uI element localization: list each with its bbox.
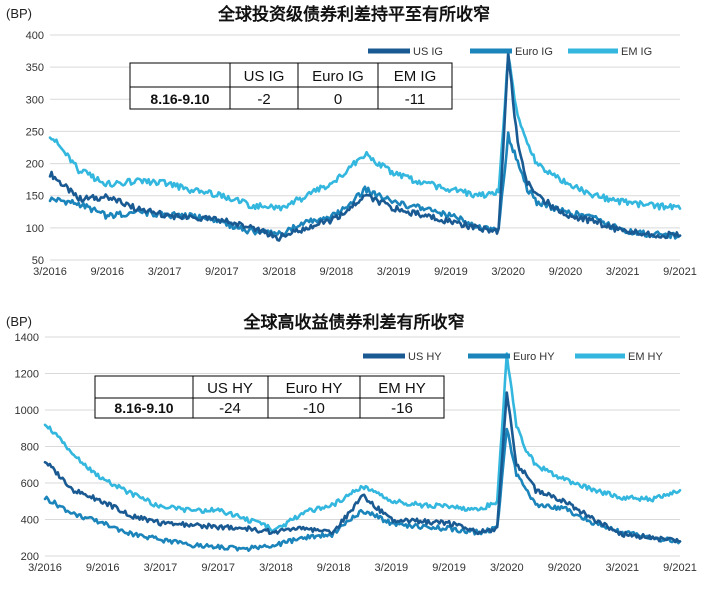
x-tick-label: 9/2021 xyxy=(663,562,697,574)
x-tick-label: 3/2020 xyxy=(490,562,524,574)
x-tick-label: 9/2021 xyxy=(663,266,697,278)
ig-y-axis: 50 100 150 200 250 300 350 400 xyxy=(26,30,44,267)
hy-x-axis: 3/2016 9/2016 3/2017 9/2017 3/2018 9/2018 3/20… xyxy=(28,562,697,574)
x-tick-label: 3/2020 xyxy=(491,266,525,278)
table-value-us-hy: -24 xyxy=(219,400,241,417)
table-value-em-ig: -11 xyxy=(405,91,426,108)
table-header-us-hy: US HY xyxy=(207,380,253,397)
table-header-us-ig: US IG xyxy=(244,68,285,85)
y-tick-label: 50 xyxy=(32,255,44,267)
y-tick-label: 1000 xyxy=(15,405,39,417)
hy-y-unit: (BP) xyxy=(6,314,32,329)
y-tick-label: 600 xyxy=(21,478,39,490)
y-tick-label: 250 xyxy=(26,126,44,138)
legend-label-us-ig: US IG xyxy=(413,46,443,58)
hy-change-table: US HY Euro HY EM HY 8.16-9.10 -24 -10 -1… xyxy=(94,375,445,419)
legend-label-euro-ig: Euro IG xyxy=(515,46,553,58)
table-value-em-hy: -16 xyxy=(391,400,413,417)
table-value-euro-hy: -10 xyxy=(303,400,325,417)
table-value-us-ig: -2 xyxy=(257,91,270,108)
hy-chart-title: 全球高收益债券利差有所收窄 xyxy=(243,312,465,333)
y-tick-label: 800 xyxy=(21,442,39,454)
series-line-us-ig xyxy=(48,51,682,242)
y-tick-label: 400 xyxy=(21,515,39,527)
x-tick-label: 9/2020 xyxy=(548,562,582,574)
ig-legend: US IG Euro IG EM IG xyxy=(368,46,652,58)
y-tick-label: 400 xyxy=(26,30,44,42)
x-tick-label: 3/2019 xyxy=(377,266,411,278)
table-row-label: 8.16-9.10 xyxy=(150,91,209,107)
hy-gridlines xyxy=(45,336,680,557)
x-tick-label: 9/2017 xyxy=(201,562,235,574)
ig-x-axis: 3/2016 9/2016 3/2017 9/2017 3/2018 9/2018 3/20… xyxy=(33,266,697,278)
x-tick-label: 3/2016 xyxy=(33,266,67,278)
x-tick-label: 9/2018 xyxy=(320,266,354,278)
x-tick-label: 9/2019 xyxy=(434,266,468,278)
table-header-euro-hy: Euro HY xyxy=(286,380,343,397)
x-tick-label: 3/2017 xyxy=(144,562,178,574)
table-header-euro-ig: Euro IG xyxy=(312,68,364,85)
ig-series-lines xyxy=(48,51,682,242)
table-value-euro-ig: 0 xyxy=(334,91,342,108)
legend-label-em-hy: EM HY xyxy=(628,351,664,363)
ig-chart-title: 全球投资级债券利差持平至有所收窄 xyxy=(217,4,490,25)
hy-series-lines xyxy=(43,352,682,552)
legend-label-euro-hy: Euro HY xyxy=(513,351,555,363)
table-header-em-ig: EM IG xyxy=(394,68,437,85)
x-tick-label: 9/2017 xyxy=(205,266,239,278)
series-line-euro-ig xyxy=(48,131,682,240)
y-tick-label: 350 xyxy=(26,62,44,74)
y-tick-label: 1200 xyxy=(15,369,39,381)
y-tick-label: 200 xyxy=(21,551,39,563)
y-tick-label: 1400 xyxy=(15,332,39,344)
table-row-label: 8.16-9.10 xyxy=(114,400,173,416)
x-tick-label: 9/2016 xyxy=(86,562,120,574)
series-line-us-hy xyxy=(43,391,682,544)
ig-y-unit: (BP) xyxy=(6,6,32,21)
legend-label-em-ig: EM IG xyxy=(621,46,652,58)
x-tick-label: 9/2016 xyxy=(90,266,124,278)
hy-y-axis: 200 400 600 800 1000 1200 1400 xyxy=(15,332,39,563)
y-tick-label: 200 xyxy=(26,159,44,171)
ig-change-table: US IG Euro IG EM IG 8.16-9.10 -2 0 -11 xyxy=(129,62,453,110)
x-tick-label: 3/2018 xyxy=(259,562,293,574)
series-line-em-hy xyxy=(43,352,682,533)
series-line-euro-hy xyxy=(43,427,682,552)
x-tick-label: 3/2018 xyxy=(262,266,296,278)
x-tick-label: 9/2018 xyxy=(317,562,351,574)
x-tick-label: 3/2021 xyxy=(605,562,639,574)
series-line-em-ig xyxy=(48,54,682,212)
x-tick-label: 3/2019 xyxy=(375,562,409,574)
y-tick-label: 300 xyxy=(26,94,44,106)
x-tick-label: 3/2016 xyxy=(28,562,62,574)
y-tick-label: 100 xyxy=(26,223,44,235)
x-tick-label: 9/2020 xyxy=(549,266,583,278)
hy-legend: US HY Euro HY EM HY xyxy=(363,351,664,363)
hy-spread-chart: (BP) 全球高收益债券利差有所收窄 200 400 600 800 1000 1200 1… xyxy=(6,312,697,574)
y-tick-label: 150 xyxy=(26,191,44,203)
x-tick-label: 9/2019 xyxy=(432,562,466,574)
table-header-em-hy: EM HY xyxy=(378,380,426,397)
ig-spread-chart: (BP) 全球投资级债券利差持平至有所收窄 50 100 150 200 250 300 3… xyxy=(6,4,697,278)
legend-label-us-hy: US HY xyxy=(408,351,442,363)
x-tick-label: 3/2017 xyxy=(148,266,182,278)
x-tick-label: 3/2021 xyxy=(606,266,640,278)
